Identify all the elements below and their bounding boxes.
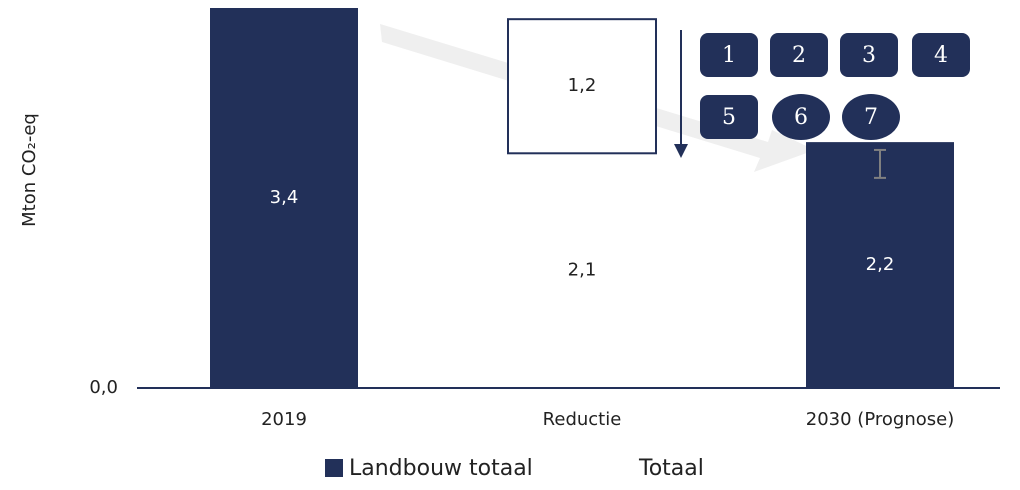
badge-label: 2 bbox=[792, 43, 806, 68]
y-axis-label: Mton CO₂-eq bbox=[19, 113, 40, 227]
data-label: 3,4 bbox=[270, 187, 299, 208]
badge bbox=[700, 95, 758, 139]
x-tick-label: Reductie bbox=[543, 409, 622, 430]
legend-swatch bbox=[615, 459, 633, 477]
y-tick-label: 0,0 bbox=[89, 377, 118, 398]
down-arrow-head bbox=[674, 144, 688, 158]
bar bbox=[507, 18, 657, 155]
badge-label: 5 bbox=[722, 105, 736, 130]
badge-label: 1 bbox=[722, 43, 736, 68]
badge-label: 7 bbox=[864, 105, 878, 130]
badge bbox=[840, 33, 898, 77]
badge bbox=[770, 33, 828, 77]
data-label: 2,1 bbox=[568, 260, 597, 281]
bar bbox=[508, 153, 656, 388]
badge bbox=[772, 94, 830, 140]
data-label: 1,2 bbox=[568, 75, 597, 96]
badge bbox=[912, 33, 970, 77]
badge-label: 4 bbox=[934, 43, 948, 68]
legend-swatch bbox=[325, 459, 343, 477]
legend-label: Landbouw totaal bbox=[349, 456, 533, 481]
x-tick-label: 2030 (Prognose) bbox=[806, 409, 954, 430]
badge bbox=[842, 94, 900, 140]
badge bbox=[700, 33, 758, 77]
x-tick-label: 2019 bbox=[261, 409, 307, 430]
data-label: 2,2 bbox=[866, 254, 895, 275]
legend-label: Totaal bbox=[638, 456, 704, 481]
bar bbox=[210, 8, 358, 388]
bar bbox=[806, 142, 954, 388]
badge-label: 3 bbox=[862, 43, 876, 68]
badge-label: 6 bbox=[794, 105, 808, 130]
